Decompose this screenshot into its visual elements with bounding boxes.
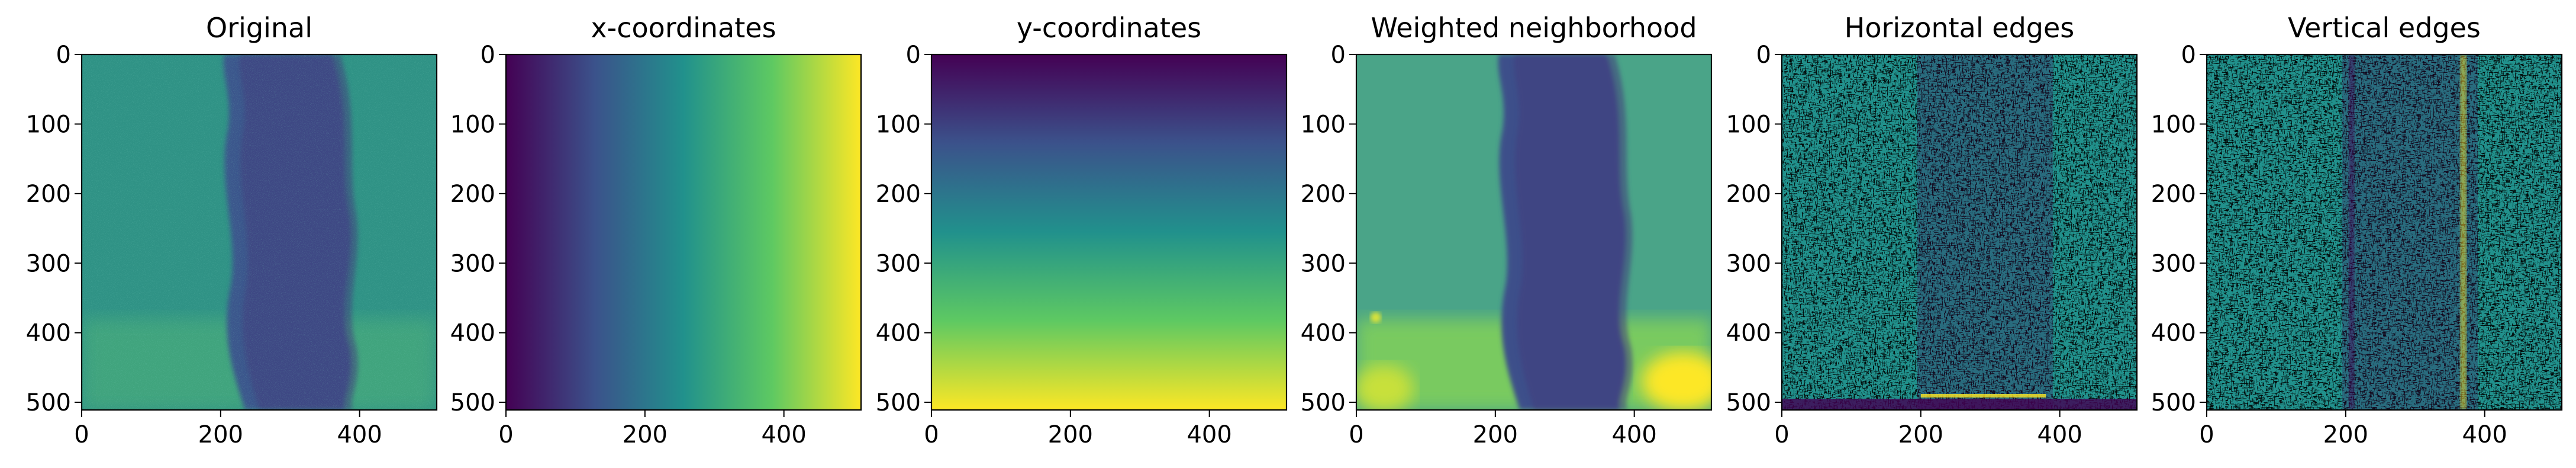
y-tick-label: 400 <box>450 320 495 347</box>
y-tick-label: 300 <box>26 250 71 277</box>
y-tick-label: 400 <box>2151 320 2196 347</box>
y-tick-label: 100 <box>26 111 71 138</box>
x-tick-label: 400 <box>2462 421 2507 448</box>
axes-frame <box>505 53 862 411</box>
image-content <box>1356 55 1711 410</box>
panel-title: y-coordinates <box>1017 12 1201 44</box>
y-tick-label: 200 <box>1301 181 1346 208</box>
axes-frame <box>2206 53 2563 411</box>
y-tick-label: 500 <box>876 389 921 416</box>
x-tick-label: 400 <box>337 421 382 448</box>
y-tick-label: 300 <box>1301 250 1346 277</box>
axes-frame <box>930 53 1288 411</box>
y-tick-label: 100 <box>1726 111 1771 138</box>
axes-frame <box>80 53 438 411</box>
y-tick-label: 0 <box>481 41 495 69</box>
y-tick-label: 100 <box>450 111 495 138</box>
x-tick-label: 400 <box>761 421 806 448</box>
y-tick-label: 500 <box>1726 389 1771 416</box>
y-tick-label: 0 <box>2181 41 2196 69</box>
y-tick-label: 0 <box>56 41 71 69</box>
image-content <box>82 55 437 410</box>
x-tick-label: 400 <box>1187 421 1231 448</box>
x-tick-label: 400 <box>1611 421 1656 448</box>
x-tick-label: 400 <box>2037 421 2082 448</box>
panel-2: x-coordinates 0 200 400 0 100 200 300 400 500 <box>450 12 862 448</box>
y-tick-label: 500 <box>26 389 71 416</box>
y-tick-label: 200 <box>876 181 921 208</box>
panel-3: y-coordinates 0 200 400 0 100 200 300 400 500 <box>876 12 1288 448</box>
x-tick-label: 0 <box>2199 421 2214 448</box>
y-tick-label: 0 <box>1756 41 1771 69</box>
panel-title: Horizontal edges <box>1845 12 2074 44</box>
x-tick-label: 200 <box>1048 421 1093 448</box>
y-tick-label: 100 <box>2151 111 2196 138</box>
y-tick-label: 0 <box>1331 41 1346 69</box>
y-tick-label: 400 <box>1726 320 1771 347</box>
y-tick-label: 500 <box>450 389 495 416</box>
panel-title: Original <box>206 12 312 44</box>
y-tick-label: 500 <box>2151 389 2196 416</box>
y-tick-label: 100 <box>876 111 921 138</box>
axes-frame <box>1355 53 1713 411</box>
y-tick-label: 400 <box>26 320 71 347</box>
panel-title: x-coordinates <box>591 12 776 44</box>
panel-title: Vertical edges <box>2288 12 2481 44</box>
y-tick-label: 100 <box>1301 111 1346 138</box>
y-tick-label: 400 <box>876 320 921 347</box>
y-tick-label: 300 <box>1726 250 1771 277</box>
image-content <box>2207 55 2562 410</box>
y-tick-label: 300 <box>876 250 921 277</box>
y-tick-label: 500 <box>1301 389 1346 416</box>
x-tick-label: 0 <box>74 421 89 448</box>
y-tick-label: 300 <box>2151 250 2196 277</box>
panel-5: Horizontal edges 0 200 400 0 100 200 300 400 500 <box>1726 12 2138 448</box>
y-tick-label: 200 <box>1726 181 1771 208</box>
y-tick-label: 400 <box>1301 320 1346 347</box>
image-content <box>1782 55 2137 410</box>
panel-1: Original 0 200 400 0 100 200 300 400 500 <box>26 12 438 448</box>
x-tick-label: 0 <box>1774 421 1789 448</box>
x-tick-label: 200 <box>1473 421 1518 448</box>
x-tick-label: 200 <box>2323 421 2368 448</box>
y-tick-label: 200 <box>450 181 495 208</box>
x-tick-label: 200 <box>623 421 668 448</box>
y-tick-label: 200 <box>2151 181 2196 208</box>
panel-title: Weighted neighborhood <box>1371 12 1697 44</box>
x-tick-label: 200 <box>198 421 243 448</box>
panel-6: Vertical edges 0 200 400 0 100 200 300 400 500 <box>2151 12 2563 448</box>
y-tick-label: 0 <box>906 41 921 69</box>
x-tick-label: 0 <box>924 421 939 448</box>
x-tick-label: 0 <box>1349 421 1363 448</box>
x-tick-label: 0 <box>498 421 513 448</box>
panel-4: Weighted neighborhood 0 200 400 0 100 200 300 40… <box>1301 12 1713 448</box>
axes-frame <box>1781 53 2138 411</box>
image-content <box>931 55 1287 410</box>
image-content <box>506 55 861 410</box>
x-tick-label: 200 <box>1898 421 1943 448</box>
y-tick-label: 300 <box>450 250 495 277</box>
y-tick-label: 200 <box>26 181 71 208</box>
